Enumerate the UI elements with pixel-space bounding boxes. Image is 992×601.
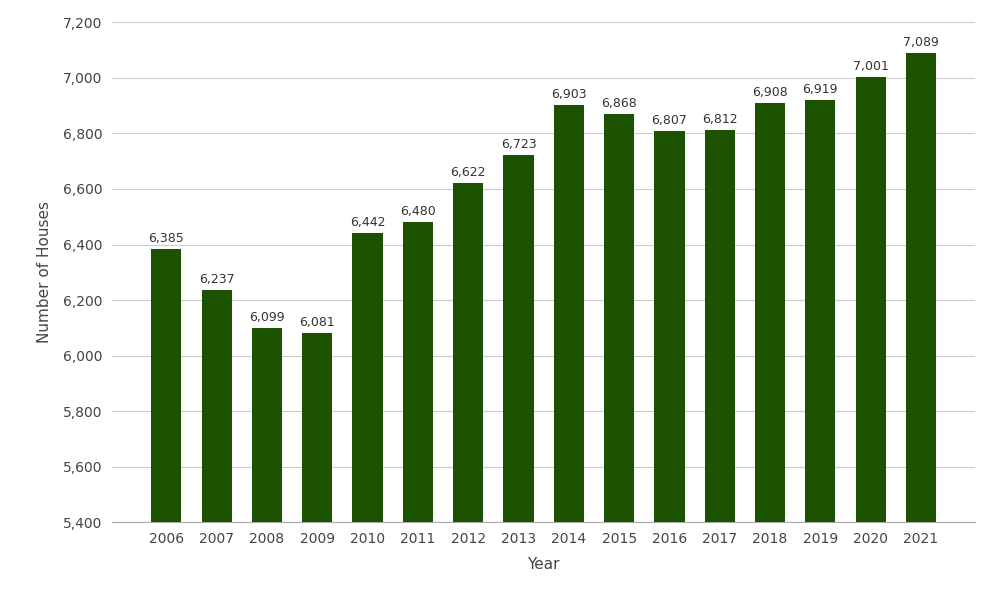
Text: 6,099: 6,099 <box>249 311 285 324</box>
Bar <box>806 100 835 522</box>
Bar <box>453 183 483 522</box>
Text: 6,807: 6,807 <box>652 114 687 127</box>
Bar <box>252 328 282 522</box>
Bar <box>655 132 684 522</box>
Bar <box>755 103 785 522</box>
Text: 7,089: 7,089 <box>903 36 939 49</box>
X-axis label: Year: Year <box>528 557 559 572</box>
Bar <box>704 130 735 522</box>
Text: 6,081: 6,081 <box>300 316 335 329</box>
Bar <box>855 78 886 522</box>
Bar <box>604 114 634 522</box>
Bar <box>906 53 936 522</box>
Bar <box>503 154 534 522</box>
Text: 6,908: 6,908 <box>752 86 788 99</box>
Bar <box>151 249 182 522</box>
Text: 7,001: 7,001 <box>853 60 889 73</box>
Bar <box>352 233 383 522</box>
Y-axis label: Number of Houses: Number of Houses <box>37 201 52 343</box>
Text: 6,480: 6,480 <box>400 205 435 218</box>
Bar <box>403 222 433 522</box>
Text: 6,442: 6,442 <box>350 216 385 229</box>
Text: 6,919: 6,919 <box>803 83 838 96</box>
Text: 6,903: 6,903 <box>551 88 586 100</box>
Text: 6,237: 6,237 <box>198 273 234 285</box>
Text: 6,723: 6,723 <box>501 138 537 151</box>
Bar <box>554 105 584 522</box>
Text: 6,622: 6,622 <box>450 166 486 178</box>
Text: 6,385: 6,385 <box>149 231 185 245</box>
Bar <box>303 333 332 522</box>
Text: 6,812: 6,812 <box>702 113 738 126</box>
Text: 6,868: 6,868 <box>601 97 637 110</box>
Bar <box>201 290 232 522</box>
